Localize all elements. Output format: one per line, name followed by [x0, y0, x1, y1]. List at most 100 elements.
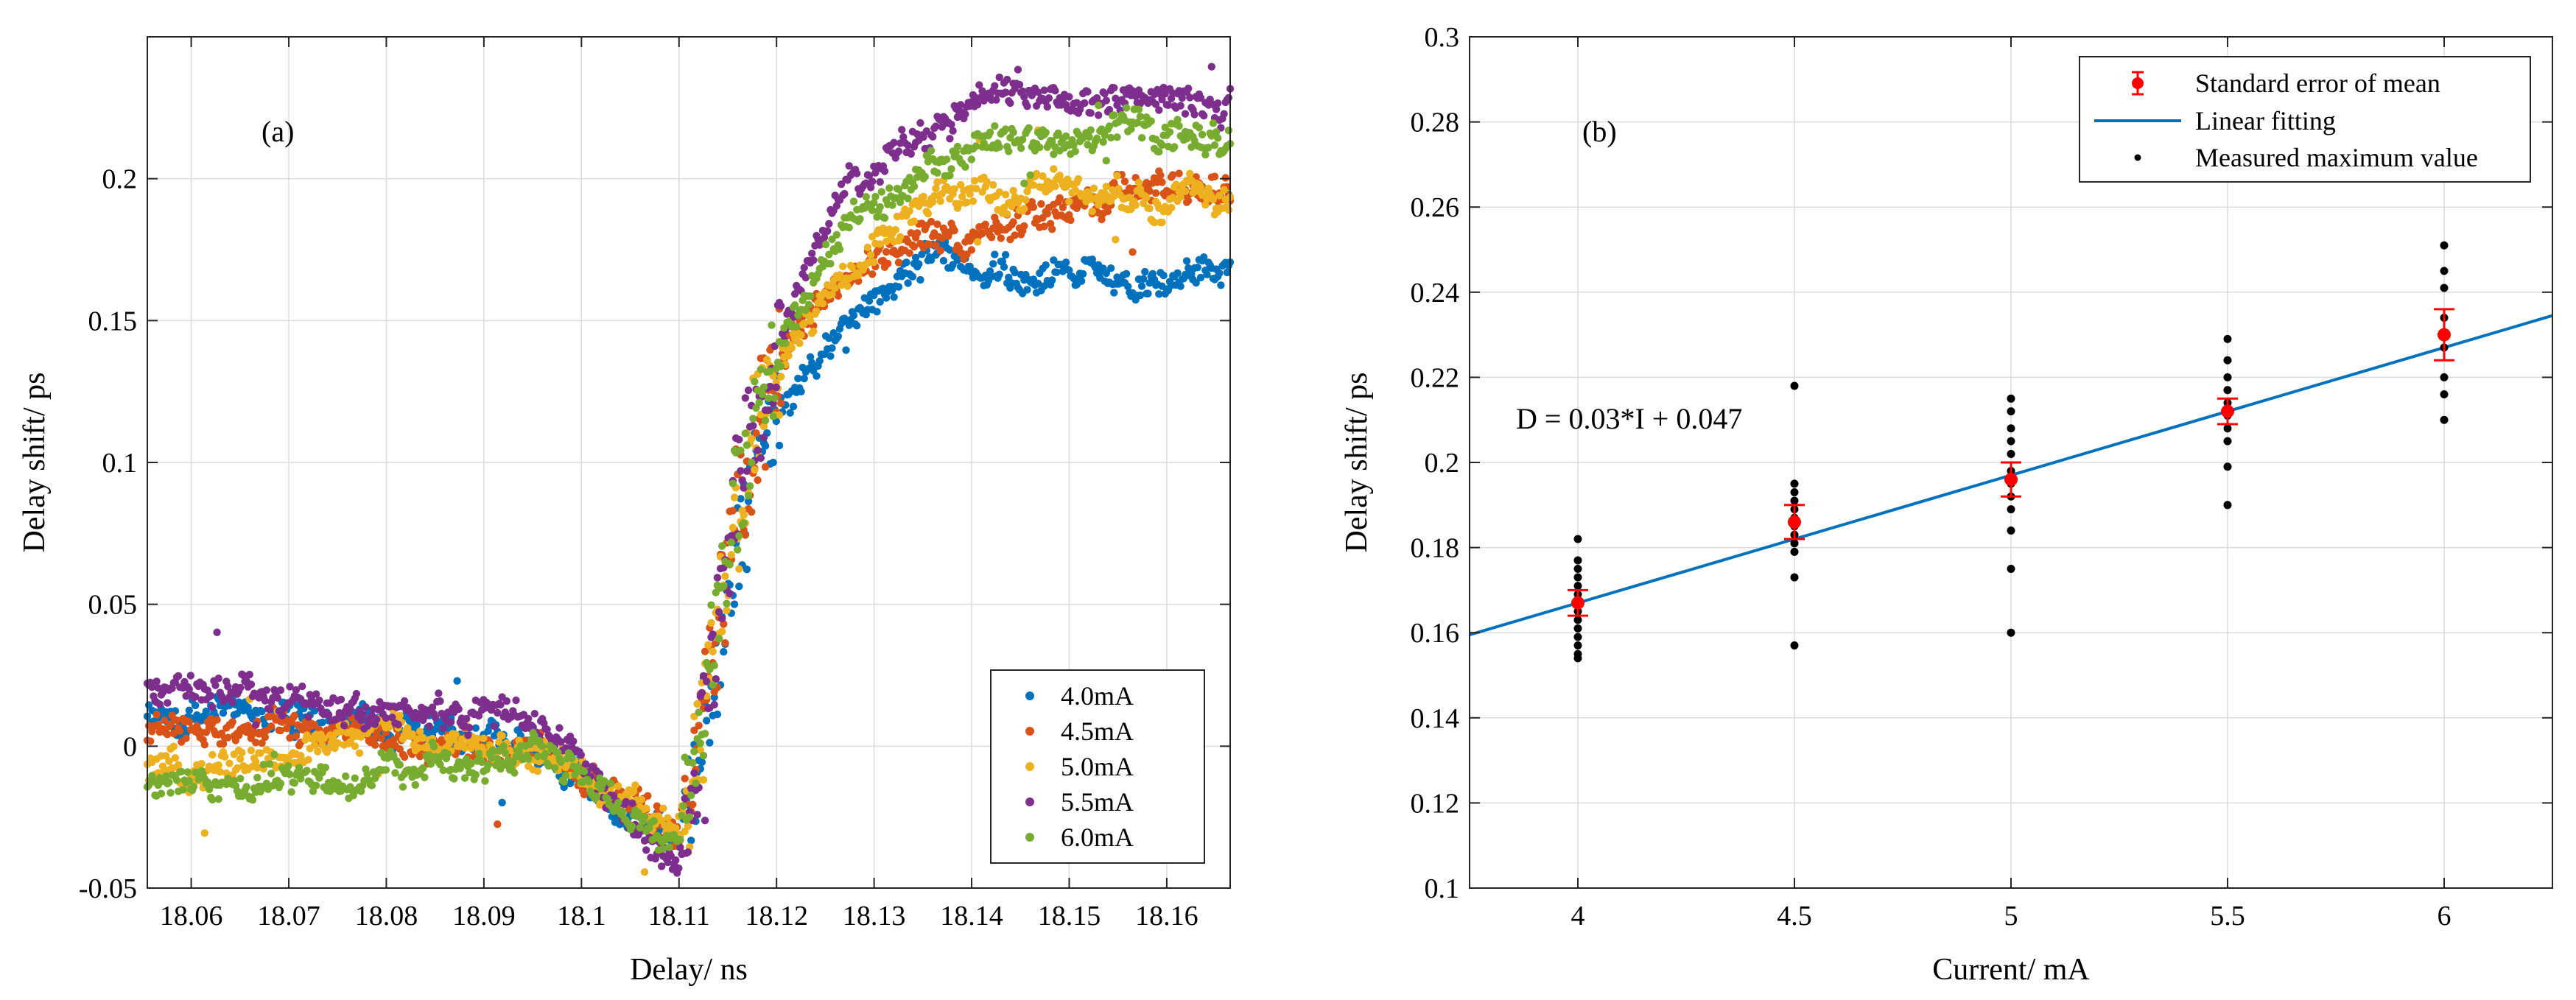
data-point-5.5mA: [845, 162, 853, 170]
measured-point: [1573, 641, 1582, 650]
data-point-6.0mA: [1165, 128, 1174, 136]
data-point-5.0mA: [1088, 208, 1097, 216]
data-point-5.0mA: [831, 284, 839, 292]
data-point-5.5mA: [894, 147, 903, 155]
chart-a-ticks: 18.06 18.07 18.08 18.09 18.1 18.11 18.12 18.13 1…: [79, 37, 1230, 932]
mean-point: [2438, 328, 2451, 342]
measured-point: [1573, 535, 1582, 543]
data-point-4.0mA: [1176, 282, 1185, 290]
data-point-6.0mA: [1195, 124, 1204, 132]
data-point-5.5mA: [466, 724, 474, 732]
data-point-5.5mA: [1164, 101, 1173, 109]
data-point-6.0mA: [921, 172, 929, 181]
data-point-6.0mA: [744, 492, 753, 500]
chart-a-x-tick-label: 18.1: [557, 901, 606, 932]
data-point-4.5mA: [748, 508, 756, 516]
data-point-4.0mA: [1193, 264, 1202, 272]
data-point-6.0mA: [276, 779, 285, 788]
data-point-6.0mA: [896, 198, 905, 206]
data-point-4.0mA: [413, 720, 421, 729]
data-point-4.0mA: [842, 346, 850, 354]
data-point-5.0mA: [355, 749, 364, 757]
data-point-5.5mA: [737, 467, 745, 475]
measured-point: [1790, 547, 1799, 556]
data-point-4.5mA: [172, 716, 181, 725]
data-point-5.5mA: [995, 73, 1003, 82]
data-point-6.0mA: [1127, 125, 1135, 133]
data-point-5.0mA: [1186, 169, 1194, 178]
data-point-4.5mA: [147, 737, 155, 745]
data-point-6.0mA: [368, 781, 376, 789]
data-point-6.0mA: [943, 155, 951, 163]
data-point-6.0mA: [1071, 147, 1079, 155]
chart-a-x-tick-label: 18.09: [452, 901, 516, 932]
data-point-6.0mA: [524, 755, 533, 763]
data-point-6.0mA: [1101, 131, 1109, 139]
data-point-4.5mA: [741, 531, 749, 539]
data-point-6.0mA: [871, 192, 880, 201]
data-point-4.5mA: [721, 639, 729, 647]
data-point-5.5mA: [1200, 111, 1208, 120]
data-point-5.0mA: [751, 465, 759, 474]
data-point-5.0mA: [1003, 210, 1011, 218]
data-point-5.0mA: [891, 225, 900, 234]
data-point-5.5mA: [1095, 111, 1103, 119]
chart-a-y-tick-label: 0.15: [88, 306, 138, 337]
measured-point: [2007, 526, 2015, 535]
data-point-6.0mA: [411, 781, 419, 789]
data-point-5.5mA: [801, 273, 810, 282]
data-point-5.5mA: [1155, 106, 1163, 114]
data-point-6.0mA: [189, 783, 198, 791]
data-point-6.0mA: [715, 635, 723, 643]
data-point-4.5mA: [1157, 171, 1165, 180]
data-point-5.0mA: [763, 356, 771, 364]
data-point-6.0mA: [396, 761, 404, 769]
data-point-6.0mA: [421, 773, 429, 781]
chart-a: 18.06 18.07 18.08 18.09 18.1 18.11 18.12 18.13 1…: [18, 36, 1235, 987]
data-point-5.5mA: [754, 446, 762, 454]
data-point-4.5mA: [1048, 225, 1056, 233]
data-point-5.0mA: [320, 734, 328, 742]
data-point-5.5mA: [1190, 110, 1198, 119]
chart-b-y-tick-label: 0.14: [1411, 703, 1460, 734]
data-point-5.0mA: [748, 434, 756, 443]
data-point-5.5mA: [1151, 100, 1160, 108]
data-point-4.0mA: [471, 724, 480, 732]
data-point-6.0mA: [679, 802, 687, 810]
data-point-5.0mA: [351, 742, 359, 750]
data-point-5.5mA: [681, 795, 689, 803]
data-point-5.5mA: [703, 677, 711, 686]
data-point-4.5mA: [1158, 178, 1166, 186]
data-point-6.0mA: [363, 770, 371, 778]
data-point-6.0mA: [357, 787, 365, 795]
legend-label-4.5mA: 4.5mA: [1061, 716, 1134, 746]
data-point-5.0mA: [225, 759, 234, 767]
chart-b-x-tick-label: 4.5: [1777, 901, 1812, 932]
data-point-6.0mA: [1136, 113, 1145, 121]
data-point-6.0mA: [1084, 141, 1092, 149]
data-point-5.5mA: [298, 682, 306, 691]
data-point-5.5mA: [276, 686, 285, 694]
data-point-6.0mA: [501, 749, 509, 757]
data-point-5.5mA: [744, 386, 753, 395]
data-point-4.5mA: [925, 241, 934, 249]
data-point-5.0mA: [396, 711, 404, 719]
data-point-6.0mA: [876, 203, 884, 211]
data-point-5.5mA: [992, 96, 1000, 104]
data-point-5.0mA: [1131, 201, 1140, 209]
data-point-6.0mA: [1105, 122, 1114, 130]
mean-errorbar: [1568, 588, 1588, 617]
data-point-6.0mA: [707, 601, 715, 609]
data-point-5.0mA: [1022, 196, 1030, 204]
data-point-5.0mA: [221, 753, 229, 761]
data-point-6.0mA: [303, 767, 311, 775]
data-point-5.0mA: [1115, 185, 1123, 193]
data-point-5.0mA: [169, 742, 178, 750]
data-point-5.0mA: [730, 493, 739, 501]
data-point-6.0mA: [685, 813, 694, 821]
data-point-4.5mA: [185, 718, 193, 726]
data-point-6.0mA: [687, 792, 695, 800]
data-point-5.0mA: [1209, 195, 1218, 203]
data-point-6.0mA: [148, 772, 156, 780]
chart-b-y-tick-label: 0.2: [1425, 448, 1460, 479]
